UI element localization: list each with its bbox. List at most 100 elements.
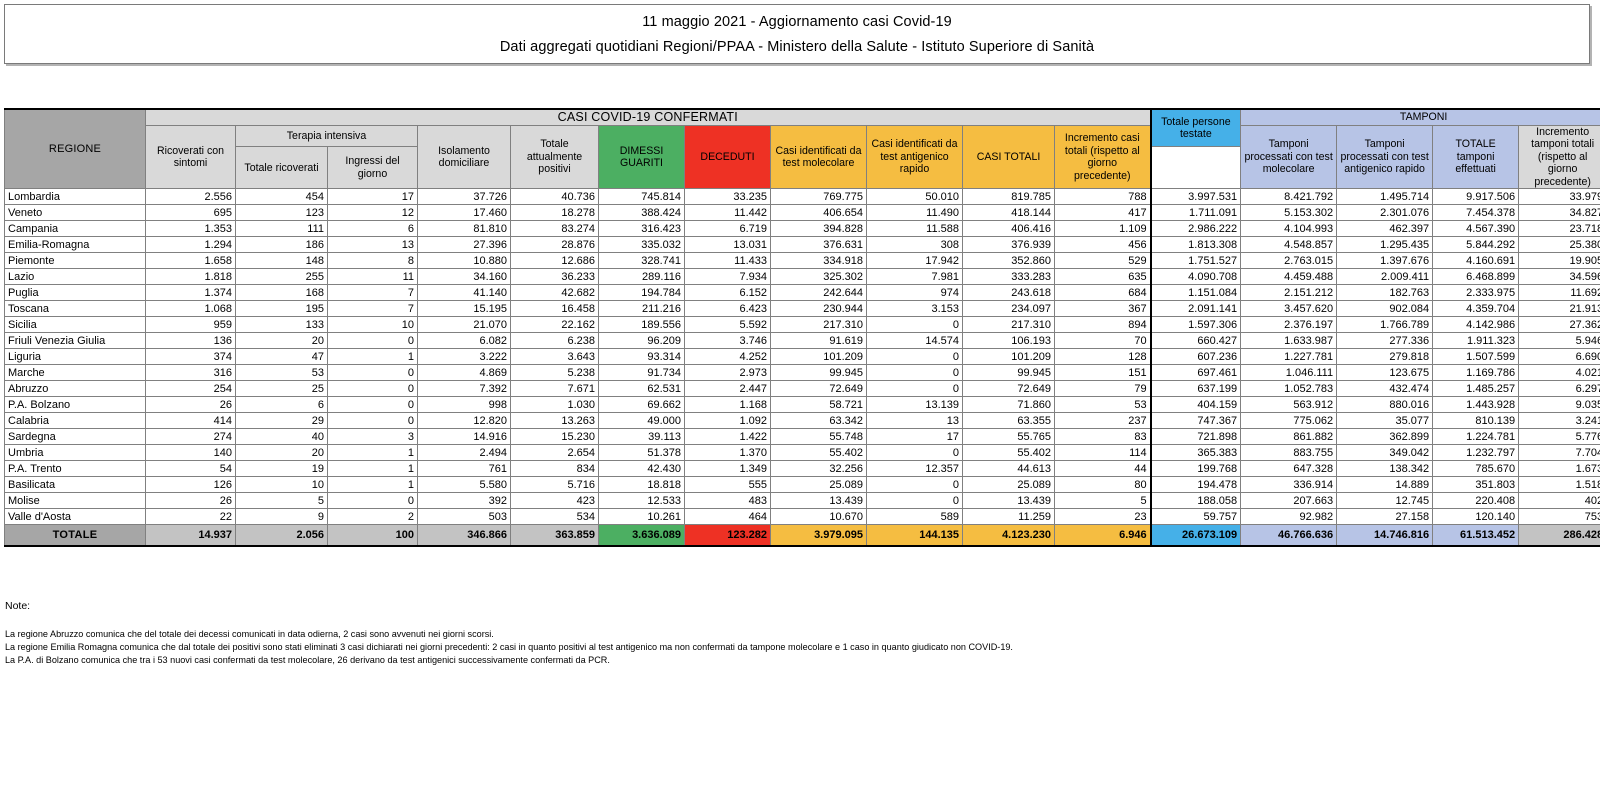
data-cell: 12.357: [866, 460, 963, 478]
data-cell: 44: [1053, 460, 1152, 478]
data-cell: 7.671: [510, 380, 599, 398]
data-cell: 39.113: [598, 428, 685, 446]
data-cell: 454: [235, 188, 328, 206]
data-cell: 17: [327, 188, 418, 206]
title-banner: 11 maggio 2021 - Aggiornamento casi Covi…: [4, 4, 1590, 64]
data-cell: 3: [327, 428, 418, 446]
region-name-cell: Basilicata: [4, 476, 146, 494]
data-cell: 16.458: [510, 300, 599, 318]
data-cell: 660.427: [1150, 332, 1242, 350]
data-cell: 684: [1053, 284, 1152, 302]
region-name-cell: Abruzzo: [4, 380, 146, 398]
note-line: La P.A. di Bolzano comunica che tra i 53…: [5, 654, 610, 665]
data-cell: 55.402: [770, 444, 867, 462]
total-cell: 100: [327, 524, 418, 547]
data-cell: 1.485.257: [1432, 380, 1520, 398]
data-cell: 335.032: [598, 236, 685, 254]
data-cell: 50.010: [866, 188, 963, 206]
data-cell: 761: [417, 460, 511, 478]
data-cell: 242.644: [770, 284, 867, 302]
data-cell: 4.252: [684, 348, 771, 366]
data-cell: 3.153: [866, 300, 963, 318]
data-cell: 106.193: [962, 332, 1055, 350]
table-row: Sardegna 274 40 3 14.916 15.230 39.113 1.422 55.…: [4, 428, 1600, 446]
table-row: Lazio 1.818 255 11 34.160 36.233 289.116 7.934 3…: [4, 268, 1600, 286]
region-name-cell: Liguria: [4, 348, 146, 366]
data-cell: 0: [866, 316, 963, 334]
data-cell: 1.227.781: [1240, 348, 1338, 366]
total-cell: 3.979.095: [770, 524, 867, 547]
table-row: Lombardia 2.556 454 17 37.726 40.736 745.814 33…: [4, 188, 1600, 206]
data-cell: 883.755: [1240, 444, 1338, 462]
data-cell: 5.716: [510, 476, 599, 494]
data-cell: 182.763: [1336, 284, 1434, 302]
total-cell: 346.866: [417, 524, 511, 547]
data-cell: 14.889: [1336, 476, 1434, 494]
data-cell: 2.091.141: [1150, 300, 1242, 318]
data-cell: 1.443.928: [1432, 396, 1520, 414]
data-cell: 7.392: [417, 380, 511, 398]
data-cell: 23.718: [1518, 220, 1600, 238]
data-cell: 365.383: [1150, 444, 1242, 462]
data-cell: 747.367: [1150, 412, 1242, 430]
data-cell: 49.000: [598, 412, 685, 430]
data-cell: 7: [327, 300, 418, 318]
data-cell: 27.396: [417, 236, 511, 254]
data-cell: 217.310: [962, 316, 1055, 334]
data-cell: 11.442: [684, 204, 771, 222]
header-dimessi-guariti: DIMESSI GUARITI: [598, 124, 685, 190]
data-cell: 27.362: [1518, 316, 1600, 334]
data-cell: 769.775: [770, 188, 867, 206]
note-line: La regione Abruzzo comunica che del tota…: [5, 629, 494, 639]
data-cell: 406.416: [962, 220, 1055, 238]
data-cell: 0: [327, 380, 418, 398]
data-cell: 114: [1053, 444, 1152, 462]
data-cell: 5.946: [1518, 332, 1600, 350]
data-cell: 394.828: [770, 220, 867, 238]
table-row: Piemonte 1.658 148 8 10.880 12.686 328.741 11.4…: [4, 252, 1600, 270]
data-cell: 392: [417, 492, 511, 510]
region-name-cell: Sicilia: [4, 316, 146, 334]
data-cell: 72.649: [962, 380, 1055, 398]
data-cell: 1.633.987: [1240, 332, 1338, 350]
total-cell: 46.766.636: [1240, 524, 1338, 547]
table-row: Puglia 1.374 168 7 41.140 42.682 194.784 6.152 2…: [4, 284, 1600, 302]
data-cell: 336.914: [1240, 476, 1338, 494]
data-cell: 456: [1053, 236, 1152, 254]
data-cell: 277.336: [1336, 332, 1434, 350]
data-cell: 432.474: [1336, 380, 1434, 398]
header-totale-persone-testate: Totale persone testate: [1150, 108, 1242, 148]
data-cell: 6.238: [510, 332, 599, 350]
data-cell: 1.711.091: [1150, 204, 1242, 222]
data-cell: 11.259: [962, 508, 1055, 526]
data-cell: 13.439: [962, 492, 1055, 510]
data-cell: 12.686: [510, 252, 599, 270]
header-deceduti: DECEDUTI: [684, 124, 771, 190]
data-cell: 9: [235, 508, 328, 526]
data-cell: 207.663: [1240, 492, 1338, 510]
data-cell: 607.236: [1150, 348, 1242, 366]
data-cell: 316.423: [598, 220, 685, 238]
data-cell: 26: [145, 396, 236, 414]
data-cell: 0: [866, 364, 963, 382]
data-cell: 563.912: [1240, 396, 1338, 414]
data-cell: 6: [327, 220, 418, 238]
data-cell: 2.494: [417, 444, 511, 462]
data-cell: 1.374: [145, 284, 236, 302]
data-cell: 4.548.857: [1240, 236, 1338, 254]
data-cell: 40: [235, 428, 328, 446]
data-cell: 6.719: [684, 220, 771, 238]
data-cell: 0: [866, 492, 963, 510]
total-cell: 14.746.816: [1336, 524, 1434, 547]
table-row: Valle d'Aosta 22 9 2 503 534 10.261 464 10.670 58…: [4, 508, 1600, 526]
data-cell: 834: [510, 460, 599, 478]
data-cell: 0: [327, 332, 418, 350]
data-cell: 376.631: [770, 236, 867, 254]
table-row: Abruzzo 254 25 0 7.392 7.671 62.531 2.447 72.649…: [4, 380, 1600, 398]
data-cell: 17: [866, 428, 963, 446]
header-totale-tamponi: TOTALE tamponi effettuati: [1432, 124, 1520, 190]
data-cell: 69.662: [598, 396, 685, 414]
data-cell: 1.818: [145, 268, 236, 286]
data-cell: 0: [327, 364, 418, 382]
data-cell: 349.042: [1336, 444, 1434, 462]
